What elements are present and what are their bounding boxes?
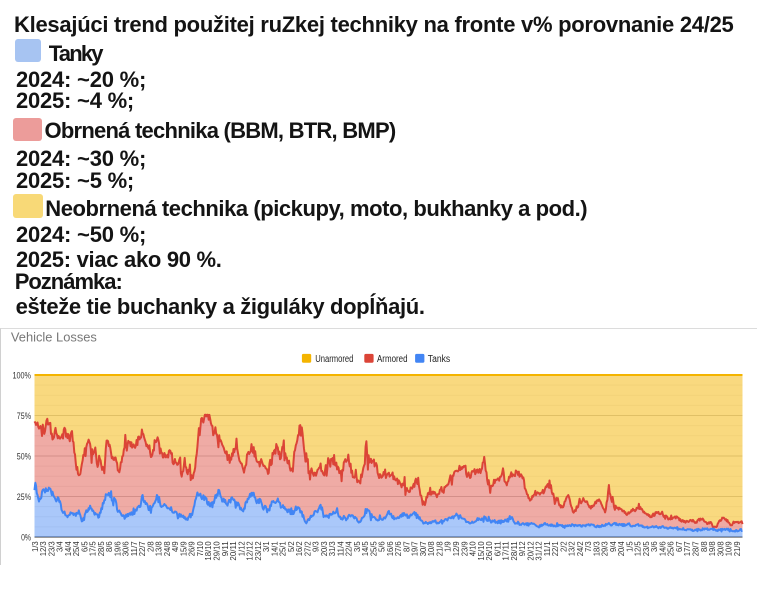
svg-text:14/5: 14/5 bbox=[360, 541, 370, 556]
svg-text:17/5: 17/5 bbox=[88, 541, 98, 556]
svg-text:25/4: 25/4 bbox=[71, 541, 81, 556]
svg-text:18/3: 18/3 bbox=[591, 541, 601, 556]
svg-text:1/3: 1/3 bbox=[30, 541, 40, 552]
svg-text:30/8: 30/8 bbox=[715, 541, 725, 556]
svg-text:1/5: 1/5 bbox=[624, 541, 634, 552]
svg-text:12/3: 12/3 bbox=[38, 541, 48, 556]
svg-text:Unarmored: Unarmored bbox=[315, 354, 353, 365]
svg-text:25/1: 25/1 bbox=[278, 541, 288, 556]
svg-text:23/12: 23/12 bbox=[253, 541, 263, 560]
svg-text:8/8: 8/8 bbox=[699, 541, 709, 552]
svg-text:24/2: 24/2 bbox=[575, 541, 585, 556]
svg-text:28/7: 28/7 bbox=[691, 541, 701, 556]
svg-text:4/9: 4/9 bbox=[170, 541, 180, 552]
svg-text:22/7: 22/7 bbox=[137, 541, 147, 556]
svg-text:21/8: 21/8 bbox=[435, 541, 445, 556]
svg-text:14/6: 14/6 bbox=[658, 541, 668, 556]
svg-text:3/1: 3/1 bbox=[261, 541, 271, 552]
svg-text:11/4: 11/4 bbox=[335, 541, 345, 556]
svg-text:Vehicle Losses: Vehicle Losses bbox=[11, 330, 97, 345]
svg-text:29/3: 29/3 bbox=[600, 541, 610, 556]
svg-text:25%: 25% bbox=[17, 492, 31, 502]
svg-text:20/11: 20/11 bbox=[228, 541, 238, 560]
svg-text:25/6: 25/6 bbox=[666, 541, 676, 556]
svg-text:29/10: 29/10 bbox=[212, 541, 222, 560]
svg-text:16/2: 16/2 bbox=[294, 541, 304, 556]
svg-text:14/4: 14/4 bbox=[63, 541, 73, 556]
svg-text:5/6: 5/6 bbox=[377, 541, 387, 552]
svg-text:26/10: 26/10 bbox=[484, 541, 494, 560]
svg-text:22/4: 22/4 bbox=[344, 541, 354, 556]
svg-text:31/3: 31/3 bbox=[327, 541, 337, 556]
svg-text:10/8: 10/8 bbox=[426, 541, 436, 556]
svg-text:100%: 100% bbox=[13, 370, 32, 380]
svg-text:3/5: 3/5 bbox=[352, 541, 362, 552]
svg-text:30/7: 30/7 bbox=[418, 541, 428, 556]
svg-text:27/2: 27/2 bbox=[302, 541, 312, 556]
svg-text:12/12: 12/12 bbox=[245, 541, 255, 560]
svg-text:27/6: 27/6 bbox=[393, 541, 403, 556]
svg-text:10/9: 10/9 bbox=[724, 541, 734, 556]
svg-text:14/1: 14/1 bbox=[269, 541, 279, 556]
svg-text:23/3: 23/3 bbox=[46, 541, 56, 556]
svg-text:23/9: 23/9 bbox=[459, 541, 469, 556]
svg-text:9/3: 9/3 bbox=[311, 541, 321, 552]
svg-text:17/7: 17/7 bbox=[682, 541, 692, 556]
svg-text:1/9: 1/9 bbox=[443, 541, 453, 552]
svg-text:Armored: Armored bbox=[377, 354, 408, 365]
svg-text:4/10: 4/10 bbox=[468, 541, 478, 556]
svg-text:20/3: 20/3 bbox=[319, 541, 329, 556]
svg-text:75%: 75% bbox=[17, 411, 31, 421]
svg-text:20/4: 20/4 bbox=[616, 541, 626, 556]
svg-text:6/7: 6/7 bbox=[674, 541, 684, 552]
svg-text:24/8: 24/8 bbox=[162, 541, 172, 556]
svg-text:19/6: 19/6 bbox=[112, 541, 122, 556]
svg-text:16/6: 16/6 bbox=[385, 541, 395, 556]
svg-text:12/9: 12/9 bbox=[451, 541, 461, 556]
svg-text:26/9: 26/9 bbox=[187, 541, 197, 556]
svg-text:28/11: 28/11 bbox=[509, 541, 519, 560]
svg-text:50%: 50% bbox=[17, 451, 31, 461]
svg-text:0%: 0% bbox=[21, 532, 31, 542]
svg-text:8/7: 8/7 bbox=[401, 541, 411, 552]
svg-text:3/4: 3/4 bbox=[55, 541, 65, 552]
svg-text:25/5: 25/5 bbox=[368, 541, 378, 556]
svg-text:9/12: 9/12 bbox=[517, 541, 527, 556]
svg-text:6/5: 6/5 bbox=[79, 541, 89, 552]
svg-text:19/8: 19/8 bbox=[707, 541, 717, 556]
svg-text:3/6: 3/6 bbox=[649, 541, 659, 552]
svg-text:13/8: 13/8 bbox=[154, 541, 164, 556]
svg-text:11/1: 11/1 bbox=[542, 541, 552, 556]
svg-text:15/9: 15/9 bbox=[179, 541, 189, 556]
svg-text:2/8: 2/8 bbox=[145, 541, 155, 552]
svg-text:18/10: 18/10 bbox=[203, 541, 213, 560]
svg-text:20/12: 20/12 bbox=[525, 541, 535, 560]
svg-text:7/3: 7/3 bbox=[583, 541, 593, 552]
svg-text:8/6: 8/6 bbox=[104, 541, 114, 552]
svg-text:15/10: 15/10 bbox=[476, 541, 486, 560]
svg-text:2/2: 2/2 bbox=[558, 541, 568, 552]
svg-text:Tanks: Tanks bbox=[428, 354, 450, 365]
svg-text:9/11: 9/11 bbox=[220, 541, 230, 556]
svg-text:5/2: 5/2 bbox=[286, 541, 296, 552]
svg-text:11/7: 11/7 bbox=[129, 541, 139, 556]
svg-text:13/2: 13/2 bbox=[567, 541, 577, 556]
svg-text:23/5: 23/5 bbox=[641, 541, 651, 556]
svg-text:19/7: 19/7 bbox=[410, 541, 420, 556]
svg-text:31/12: 31/12 bbox=[534, 541, 544, 560]
svg-text:28/5: 28/5 bbox=[96, 541, 106, 556]
svg-text:12/5: 12/5 bbox=[633, 541, 643, 556]
svg-text:21/9: 21/9 bbox=[732, 541, 742, 556]
svg-text:30/6: 30/6 bbox=[121, 541, 131, 556]
svg-text:1/12: 1/12 bbox=[236, 541, 246, 556]
svg-text:17/11: 17/11 bbox=[501, 541, 511, 560]
svg-text:9/4: 9/4 bbox=[608, 541, 618, 552]
svg-text:7/10: 7/10 bbox=[195, 541, 205, 556]
svg-text:22/1: 22/1 bbox=[550, 541, 560, 556]
svg-text:6/11: 6/11 bbox=[492, 541, 502, 556]
